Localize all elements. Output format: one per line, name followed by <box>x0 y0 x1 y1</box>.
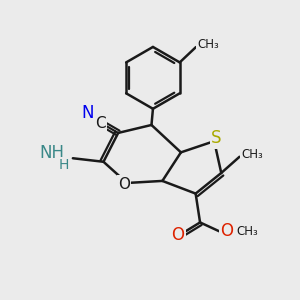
Text: CH₃: CH₃ <box>236 225 258 238</box>
Text: NH: NH <box>40 144 64 162</box>
Text: C: C <box>95 116 106 131</box>
Text: H: H <box>59 158 69 172</box>
Text: CH₃: CH₃ <box>241 148 263 161</box>
Text: CH₃: CH₃ <box>197 38 219 51</box>
Text: O: O <box>118 177 130 192</box>
Text: O: O <box>220 222 233 240</box>
Text: O: O <box>171 226 184 244</box>
Text: N: N <box>81 104 94 122</box>
Text: S: S <box>211 129 222 147</box>
